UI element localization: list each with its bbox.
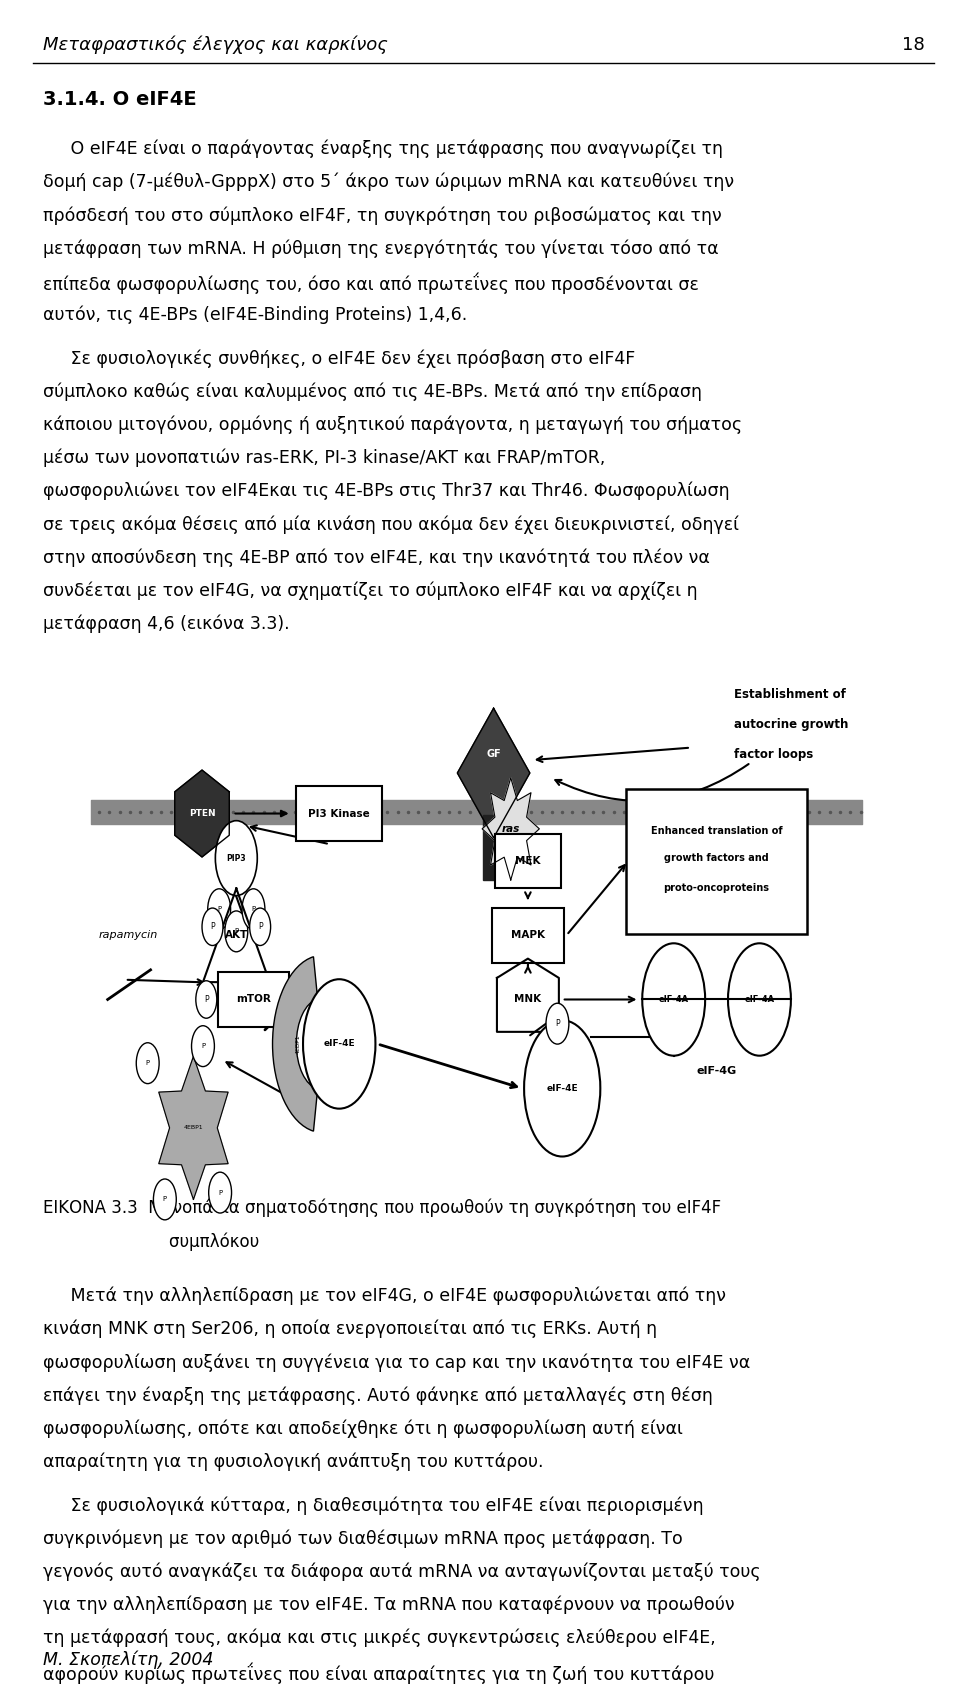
Text: φωσφορυλιώνει τον eIF4Eκαι τις 4E-BPs στις Thr37 και Thr46. Φωσφορυλίωση: φωσφορυλιώνει τον eIF4Eκαι τις 4E-BPs στ… [43, 482, 730, 501]
Text: proto-oncoproteins: proto-oncoproteins [663, 884, 770, 894]
Text: για την αλληλεπίδραση με τον eIF4E. Τα mRNA που καταφέρνουν να προωθούν: για την αλληλεπίδραση με τον eIF4E. Τα m… [43, 1596, 734, 1614]
Text: συνδέεται με τον eIF4G, να σχηματίζει το σύμπλοκο eIF4F και να αρχίζει η: συνδέεται με τον eIF4G, να σχηματίζει το… [43, 581, 698, 599]
Text: κάποιου μιτογόνου, ορμόνης ή αυξητικού παράγοντα, η μεταγωγή του σήματος: κάποιου μιτογόνου, ορμόνης ή αυξητικού π… [43, 416, 742, 434]
Text: 3.1.4. O eIF4E: 3.1.4. O eIF4E [43, 90, 197, 109]
Circle shape [303, 979, 375, 1109]
FancyBboxPatch shape [626, 788, 807, 933]
Text: eIF-4G: eIF-4G [696, 1066, 736, 1076]
Text: τη μετάφρασή τους, ακόμα και στις μικρές συγκεντρώσεις ελεύθερου eIF4E,: τη μετάφρασή τους, ακόμα και στις μικρές… [43, 1628, 715, 1647]
Text: ΕΙΚΟΝΑ 3.3  Μονοπάτια σηματοδότησης που προωθούν τη συγκρότηση του eIF4F: ΕΙΚΟΝΑ 3.3 Μονοπάτια σηματοδότησης που π… [43, 1197, 721, 1216]
Text: επάγει την έναρξη της μετάφρασης. Αυτό φάνηκε από μεταλλαγές στη θέση: επάγει την έναρξη της μετάφρασης. Αυτό φ… [43, 1386, 712, 1405]
Text: μετάφραση των mRNA. Η ρύθμιση της ενεργότητάς του γίνεται τόσο από τα: μετάφραση των mRNA. Η ρύθμιση της ενεργό… [43, 238, 718, 257]
Text: πρόσδεσή του στο σύμπλοκο eIF4F, τη συγκρότηση του ριβοσώματος και την: πρόσδεσή του στο σύμπλοκο eIF4F, τη συγκ… [43, 206, 722, 225]
Circle shape [196, 981, 217, 1018]
Text: αυτόν, τις 4E-BPs (eIF4E-Binding Proteins) 1,4,6.: αυτόν, τις 4E-BPs (eIF4E-Binding Protein… [43, 305, 468, 324]
Text: ras: ras [502, 824, 520, 834]
Text: συμπλόκου: συμπλόκου [43, 1231, 259, 1250]
Polygon shape [482, 778, 540, 880]
Text: P: P [163, 1197, 167, 1202]
Text: P: P [234, 928, 238, 935]
FancyBboxPatch shape [218, 972, 289, 1027]
Text: mTOR: mTOR [236, 995, 271, 1005]
Circle shape [202, 908, 223, 945]
FancyBboxPatch shape [494, 834, 562, 889]
Text: γεγονός αυτό αναγκάζει τα διάφορα αυτά mRNA να ανταγωνίζονται μεταξύ τους: γεγονός αυτό αναγκάζει τα διάφορα αυτά m… [43, 1562, 760, 1580]
Text: P: P [204, 995, 208, 1005]
Text: φωσφορυλίωσης, οπότε και αποδείχθηκε ότι η φωσφορυλίωση αυτή είναι: φωσφορυλίωσης, οπότε και αποδείχθηκε ότι… [43, 1419, 683, 1437]
Text: Σε φυσιολογικά κύτταρα, η διαθεσιμότητα του eIF4E είναι περιορισμένη: Σε φυσιολογικά κύτταρα, η διαθεσιμότητα … [43, 1495, 704, 1514]
Text: growth factors and: growth factors and [664, 853, 769, 863]
Text: P: P [217, 906, 221, 913]
Circle shape [154, 1178, 177, 1219]
Polygon shape [158, 1056, 228, 1199]
Polygon shape [175, 770, 229, 857]
FancyBboxPatch shape [297, 787, 382, 841]
Text: απαραίτητη για τη φυσιολογική ανάπτυξη του κυττάρου.: απαραίτητη για τη φυσιολογική ανάπτυξη τ… [43, 1453, 543, 1471]
Polygon shape [483, 816, 504, 880]
Text: GF: GF [487, 749, 501, 758]
Circle shape [250, 908, 271, 945]
Circle shape [207, 889, 230, 930]
Text: συγκρινόμενη με τον αριθμό των διαθέσιμων mRNA προς μετάφραση. Το: συγκρινόμενη με τον αριθμό των διαθέσιμω… [43, 1529, 683, 1548]
Text: eIF-4E: eIF-4E [546, 1083, 578, 1093]
Text: Μεταφραστικός έλεγχος και καρκίνος: Μεταφραστικός έλεγχος και καρκίνος [43, 36, 388, 54]
Text: 18: 18 [901, 36, 924, 54]
Text: Μ. Σκοπελίτη, 2004: Μ. Σκοπελίτη, 2004 [43, 1650, 213, 1669]
Text: Μετά την αλληλεπίδραση με τον eIF4G, o eIF4E φωσφορυλιώνεται από την: Μετά την αλληλεπίδραση με τον eIF4G, o e… [43, 1286, 726, 1304]
Text: 4EBP1: 4EBP1 [183, 1126, 204, 1131]
Circle shape [524, 1020, 600, 1156]
Text: μέσω των μονοπατιών ras-ERK, PI-3 kinase/AKT και FRAP/mTOR,: μέσω των μονοπατιών ras-ERK, PI-3 kinase… [43, 448, 605, 467]
Text: PI3 Kinase: PI3 Kinase [308, 809, 371, 819]
Circle shape [192, 1025, 214, 1066]
Text: MEK: MEK [516, 857, 540, 867]
Text: Σε φυσιολογικές συνθήκες, ο eIF4E δεν έχει πρόσβαση στο eIF4F: Σε φυσιολογικές συνθήκες, ο eIF4E δεν έχ… [43, 349, 636, 368]
Text: σύμπλοκο καθώς είναι καλυμμένος από τις 4E-BPs. Μετά από την επίδραση: σύμπλοκο καθώς είναι καλυμμένος από τις … [43, 381, 702, 400]
Circle shape [208, 1172, 231, 1213]
Text: autocrine growth: autocrine growth [733, 719, 848, 731]
Text: αφορούν κυρίως πρωτεΐνες που είναι απαραίτητες για τη ζωή του κυττάρου: αφορούν κυρίως πρωτεΐνες που είναι απαρα… [43, 1662, 714, 1684]
Text: 4EBP1: 4EBP1 [296, 1034, 300, 1054]
Polygon shape [457, 708, 530, 838]
Text: O eIF4E είναι ο παράγοντας έναρξης της μετάφρασης που αναγνωρίζει τη: O eIF4E είναι ο παράγοντας έναρξης της μ… [43, 140, 723, 158]
Text: eIF-4E: eIF-4E [324, 1039, 355, 1049]
Circle shape [546, 1003, 569, 1044]
Circle shape [642, 943, 706, 1056]
Circle shape [728, 943, 791, 1056]
Text: MAPK: MAPK [511, 930, 545, 940]
Circle shape [225, 911, 248, 952]
Text: P: P [146, 1061, 150, 1066]
Text: eIF-4A: eIF-4A [744, 995, 775, 1005]
Text: επίπεδα φωσφορυλίωσης του, όσο και από πρωτεΐνες που προσδένονται σε: επίπεδα φωσφορυλίωσης του, όσο και από π… [43, 272, 699, 295]
Text: P: P [201, 1044, 205, 1049]
Polygon shape [203, 889, 270, 983]
Polygon shape [497, 959, 559, 1032]
Circle shape [136, 1042, 159, 1083]
Text: AKT: AKT [225, 930, 248, 940]
Text: Establishment of: Establishment of [733, 688, 846, 702]
Circle shape [242, 889, 265, 930]
Text: P: P [555, 1018, 560, 1029]
Text: δομή cap (7-μέθυλ-GpppX) στο 5΄ άκρο των ώριμων mRNA και κατευθύνει την: δομή cap (7-μέθυλ-GpppX) στο 5΄ άκρο των… [43, 172, 734, 191]
Text: P: P [258, 923, 262, 932]
Text: μετάφραση 4,6 (εικόνα 3.3).: μετάφραση 4,6 (εικόνα 3.3). [43, 615, 290, 634]
Text: στην αποσύνδεση της 4E-BP από τον eIF4E, και την ικανότητά του πλέον να: στην αποσύνδεση της 4E-BP από τον eIF4E,… [43, 548, 709, 567]
Text: PTEN: PTEN [189, 809, 215, 817]
Text: rapamycin: rapamycin [99, 930, 158, 940]
Text: eIF-4A: eIF-4A [659, 995, 688, 1005]
Text: σε τρεις ακόμα θέσεις από μία κινάση που ακόμα δεν έχει διευκρινιστεί, οδηγεί: σε τρεις ακόμα θέσεις από μία κινάση που… [43, 514, 739, 533]
Text: P: P [210, 923, 215, 932]
Text: MNK: MNK [515, 995, 541, 1005]
FancyBboxPatch shape [492, 908, 564, 962]
Text: PIP3: PIP3 [227, 853, 246, 863]
Text: P: P [252, 906, 255, 913]
Text: Enhanced translation of: Enhanced translation of [651, 826, 782, 836]
Circle shape [215, 821, 257, 896]
Text: φωσφορυλίωση αυξάνει τη συγγένεια για το cap και την ικανότητα του eIF4E να: φωσφορυλίωση αυξάνει τη συγγένεια για το… [43, 1352, 750, 1371]
Text: κινάση MNK στη Ser206, η οποία ενεργοποιείται από τις ERKs. Αυτή η: κινάση MNK στη Ser206, η οποία ενεργοποι… [43, 1320, 657, 1339]
Text: factor loops: factor loops [733, 748, 813, 761]
Text: P: P [218, 1190, 222, 1196]
Wedge shape [273, 957, 318, 1131]
